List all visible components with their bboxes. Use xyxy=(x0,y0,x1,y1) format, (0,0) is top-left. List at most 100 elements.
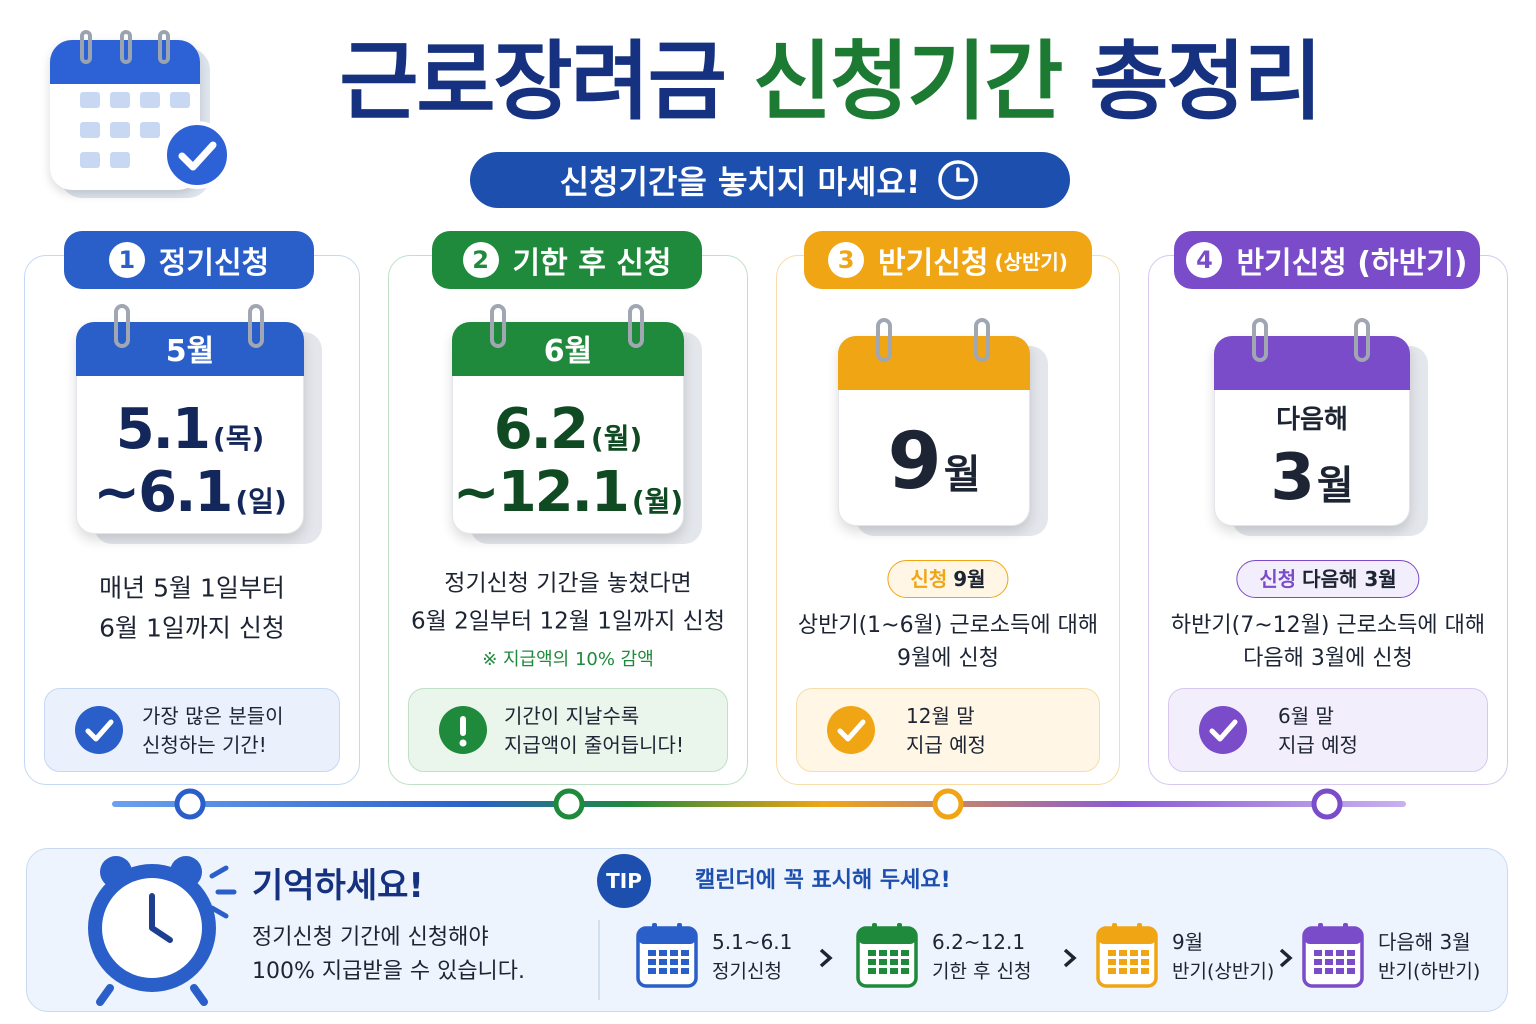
step-pill: 1 정기신청 xyxy=(64,231,314,289)
description-line: 하반기(7~12월) 근로소득에 대해 xyxy=(1170,613,1486,638)
description-line: 6월 1일까지 신청 xyxy=(99,613,285,643)
calendar-ring xyxy=(628,304,644,348)
badge-label: 신청 xyxy=(910,567,948,591)
calendar-sub: (목) xyxy=(212,422,265,455)
calendar-sub: (월) xyxy=(631,485,684,518)
step-number: 2 xyxy=(462,242,499,278)
calendar-main: ~12.1 xyxy=(452,460,630,525)
clock-icon xyxy=(938,160,979,200)
description-line: 상반기(1~6월) 근로소득에 대해 xyxy=(797,613,1099,638)
tip-calendar-icon xyxy=(1302,923,1364,988)
tip-item-line2: 기한 후 신청 xyxy=(932,960,1032,983)
calendar-sub: (일) xyxy=(235,485,287,518)
info-line: 지급 예정 xyxy=(906,733,986,757)
calendar-ring xyxy=(248,304,264,348)
tip-item-line1: 다음해 3월 xyxy=(1378,930,1471,954)
reminder-line: 정기신청 기간에 신청해야 xyxy=(252,925,489,950)
info-line: 가장 많은 분들이 xyxy=(142,704,284,728)
note: ※ 지급액의 10% 감액 xyxy=(482,649,654,670)
calendar-ring xyxy=(974,318,990,362)
calendar-row: ~12.1 (월) xyxy=(453,465,683,521)
subtitle-pill: 신청기간을 놓치지 마세요! xyxy=(470,152,1070,208)
description-line: 9월에 신청 xyxy=(897,646,999,671)
alarm-clock-icon xyxy=(88,856,237,1006)
info-line: 기간이 지날수록 xyxy=(504,704,640,728)
step-label: 기한 후 신청 xyxy=(512,246,672,281)
title-part: 신청기간 xyxy=(752,32,1063,132)
badge-value: 다음해 3월 xyxy=(1302,567,1397,591)
calendar-main: ~6.1 xyxy=(93,460,233,525)
description-line: 매년 5월 1일부터 xyxy=(99,573,285,603)
step-label: 정기신청 xyxy=(158,246,270,281)
step-pill: 2 기한 후 신청 xyxy=(432,231,702,289)
calendar-caption: 다음해 xyxy=(1276,405,1348,435)
apply-badge: 신청 9월 xyxy=(887,560,1009,598)
info-line: 6월 말 xyxy=(1278,704,1334,728)
badge-label: 신청 xyxy=(1259,567,1297,591)
calendar-main: 3 xyxy=(1270,441,1315,515)
tip-item-line1: 9월 xyxy=(1172,930,1204,954)
tip-item-line2: 반기(상반기) xyxy=(1172,960,1275,983)
title: 근로장려금 신청기간 총정리 xyxy=(339,39,1322,125)
tip-item-line1: 6.2~12.1 xyxy=(932,930,1026,954)
reminder-title: 기억하세요! xyxy=(252,866,424,906)
calendar-main: 5.1 xyxy=(115,397,211,462)
info-icon xyxy=(827,706,875,754)
step-label-sub: (상반기) xyxy=(994,249,1068,274)
tip-title: 캘린더에 꼭 표시해 두세요! xyxy=(695,868,951,893)
subtitle: 신청기간을 놓치지 마세요! xyxy=(559,163,921,201)
calendar-ring xyxy=(1354,318,1370,362)
tip-divider xyxy=(598,920,600,1000)
info-line: 신청하는 기간! xyxy=(142,733,267,757)
tip-item-line2: 반기(하반기) xyxy=(1378,960,1481,983)
timeline xyxy=(112,788,1406,820)
calendar-header xyxy=(1214,336,1410,390)
description-line: 다음해 3월에 신청 xyxy=(1243,646,1413,671)
calendar-ring xyxy=(490,304,506,348)
info-icon xyxy=(1199,706,1247,754)
tip-item-line2: 정기신청 xyxy=(712,960,782,983)
step-number: 4 xyxy=(1186,242,1223,278)
header-calendar-icon xyxy=(50,30,231,198)
tip-badge: TIP xyxy=(597,854,651,908)
title-part: 근로장려금 xyxy=(339,32,727,132)
reminder-line: 100% 지급받을 수 있습니다. xyxy=(252,959,526,984)
step-label: 반기신청 xyxy=(878,246,989,281)
description-line: 6월 2일부터 12월 1일까지 신청 xyxy=(410,608,726,635)
step-label: 반기신청 (하반기) xyxy=(1236,246,1468,281)
badge-value: 9월 xyxy=(953,567,986,591)
step-pill: 4 반기신청 (하반기) xyxy=(1174,231,1480,289)
info-line: 12월 말 xyxy=(906,704,975,728)
description-line: 정기신청 기간을 놓쳤다면 xyxy=(444,570,692,597)
calendar-month: 5월 xyxy=(165,334,215,369)
calendar-header xyxy=(838,336,1030,390)
bottom-panel xyxy=(26,848,1508,1012)
calendar-main: 6.2 xyxy=(493,397,589,462)
calendar-main: 9 xyxy=(887,417,941,507)
title-part: 총정리 xyxy=(1089,32,1322,132)
info-line: 지급액이 줄어듭니다! xyxy=(504,733,684,757)
tip-calendar-icon xyxy=(636,923,698,988)
step-number: 3 xyxy=(828,242,865,278)
calendar-sub: (월) xyxy=(590,422,643,455)
info-icon xyxy=(439,706,487,754)
calendar-ring xyxy=(876,318,892,362)
calendar-month: 6월 xyxy=(543,334,593,369)
calendar-row: 6.2 (월) xyxy=(494,402,643,458)
calendar-row: ~6.1 (일) xyxy=(93,465,286,521)
info-icon xyxy=(75,706,123,754)
calendar-ring xyxy=(1252,318,1268,362)
tip-item-line1: 5.1~6.1 xyxy=(712,930,793,954)
step-number: 1 xyxy=(108,242,145,278)
step-pill: 3 반기신청 (상반기) xyxy=(804,231,1092,289)
info-line: 지급 예정 xyxy=(1278,733,1358,757)
calendar-ring xyxy=(114,304,130,348)
apply-badge: 신청 다음해 3월 xyxy=(1236,560,1420,598)
tip-calendar-icon xyxy=(856,923,918,988)
calendar-sub: 월 xyxy=(1316,463,1354,509)
calendar-row: 5.1 (목) xyxy=(116,402,265,458)
tip-calendar-icon xyxy=(1096,923,1158,988)
